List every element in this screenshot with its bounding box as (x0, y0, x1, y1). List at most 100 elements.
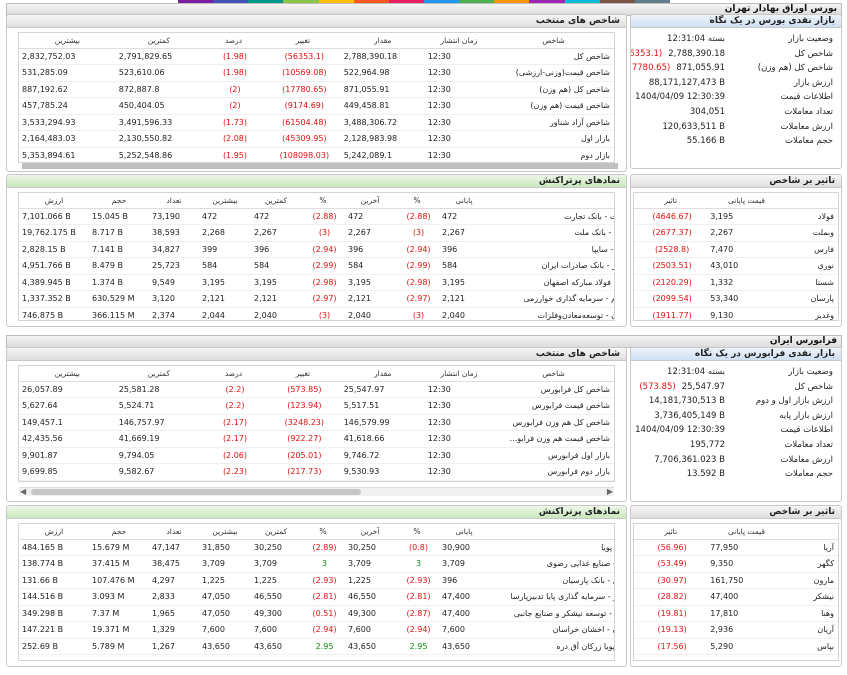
table-cell: (205.01) (265, 447, 341, 464)
table-cell: (2) (201, 97, 265, 115)
table-cell: 3,488,306.72 (340, 114, 425, 131)
column-header: کمترین (251, 193, 301, 209)
table-cell: 523,610.06 (115, 64, 202, 82)
snapshot-change: (56353.1) (630, 48, 663, 59)
table-cell: 4,951.766 B (19, 257, 89, 275)
table-row: وپارس - بانک پارسیان396(2.93)1,225(2.93)… (19, 572, 614, 589)
table-row: بازار دوم 12:30 5,242,089.1 (108098.03) (1.9… (19, 147, 614, 162)
snapshot-label: ارزش بازار پایه (779, 410, 833, 421)
table-cell: 2,040 (439, 307, 489, 320)
table-cell: (30.97) (634, 572, 708, 589)
column-header: آخرین (345, 193, 395, 209)
snapshot-number: 1404/04/09 12:30:39 (635, 425, 725, 436)
header-row: پایانی% آخرین% کمترین بیشترین تعداد حجم ارزش (19, 193, 614, 209)
table-cell: 2,130,550.82 (115, 130, 202, 148)
indices-table: شاخص زمان انتشار مقدار تغییر درصد کمترین بیشتر… (19, 366, 614, 481)
table-cell: وبملت (785, 224, 838, 242)
table-cell: (2.94) (395, 621, 439, 639)
snapshot-row: اطلاعات قیمت 1404/04/09 12:30:39 (631, 423, 833, 438)
table-cell: بپاس (785, 638, 838, 655)
table-cell: 5,524.71 (115, 397, 202, 415)
table-cell: شستا (785, 274, 838, 291)
table-cell: (1.98) (201, 48, 265, 65)
table-cell: کگهر (785, 555, 838, 573)
table-cell: 30,250 (251, 539, 301, 556)
table-cell: 7,600 (439, 621, 489, 639)
table-cell: (123.94) (265, 397, 341, 415)
impact-table: قیمت پایانی تاثیر آریا 77,950 (56.96) کگهر 9,3… (634, 524, 838, 655)
column-header: درصد (201, 366, 265, 382)
table-cell: آریا (785, 539, 838, 556)
table-cell: 5,242,089.1 (340, 147, 425, 162)
table-cell: 4,389.945 B (19, 274, 89, 291)
table-cell: 46,550 (345, 588, 395, 606)
horizontal-scrollbar[interactable]: ◀ ▶ (19, 487, 614, 496)
table-cell: 2.95 (395, 638, 439, 655)
table-cell: 472 (199, 208, 251, 225)
table-cell: 25,723 (149, 257, 199, 275)
table-cell: 7,600 (345, 621, 395, 639)
scroll-right-arrow-icon[interactable]: ▶ (606, 487, 613, 496)
table-row: فارس 7,470 (2528.8) (634, 241, 838, 258)
snapshot-row: حجم معاملات 13.592 B (631, 467, 833, 482)
snapshot-number: 55.166 B (686, 136, 725, 147)
table-cell: (2.94) (301, 621, 345, 639)
snapshot-label: اطلاعات قیمت (780, 425, 833, 436)
panel-title: تاثیر بر شاخص (631, 506, 841, 519)
table-row: شاخص قیمت هم وزن فرابو... 12:30 41,618.66(… (19, 430, 614, 448)
table-cell: 396 (439, 241, 489, 258)
snapshot-value: بسته 12:31:04 (631, 32, 725, 47)
table-cell: 3,120 (149, 290, 199, 308)
table-cell: 17,810 (707, 605, 786, 622)
snapshot-value: 304,051 (631, 105, 725, 120)
table-cell: 7,600 (251, 621, 301, 639)
table-cell: 2,268 (199, 224, 251, 242)
table-cell: 3,195 (199, 274, 251, 291)
column-header: قیمت پایانی (707, 524, 786, 540)
snapshot-label: وضعیت بازار (788, 367, 833, 377)
column-header: تعداد (149, 193, 199, 209)
table-cell: 38,593 (149, 224, 199, 242)
column-header: زمان انتشار (424, 33, 494, 49)
tehran-impact-panel: تاثیر بر شاخص قیمت پایانی تاثیر فولاد 3,195… (630, 174, 842, 327)
snapshot-row: تعداد معاملات 195,772 (631, 438, 833, 453)
table-cell: نوری (785, 257, 838, 275)
column-header: تغییر (265, 366, 341, 382)
table-row: رپویا - پویا30,900(0.8)30,250(2.89)30,25… (19, 539, 614, 556)
table-cell: 2,267 (251, 224, 301, 242)
table-cell: وغدیر (785, 307, 838, 320)
horizontal-scrollbar[interactable] (22, 163, 618, 169)
table-cell: 1,332 (707, 274, 786, 291)
column-header: % (395, 524, 439, 540)
table-row: خساپا - سایپا396(2.94)396(2.94)39639934,… (19, 241, 614, 258)
table-cell: 77,950 (707, 539, 786, 556)
column-header: تاثیر (634, 524, 708, 540)
table-cell: (0.51) (301, 605, 345, 622)
header-row: پایانی% آخرین% کمترین بیشترین تعداد حجم ارزش (19, 524, 614, 540)
table-cell: (2.2) (201, 381, 265, 398)
table-cell: 746.875 B (19, 307, 89, 320)
column-header: مقدار (340, 366, 425, 382)
snapshot-number: 88,171,127,473 B (648, 77, 725, 88)
table-cell: 47,050 (199, 588, 251, 606)
table-cell: 26,057.89 (19, 381, 116, 398)
table-cell: 107.476 M (89, 572, 149, 589)
scroll-left-arrow-icon[interactable]: ◀ (20, 487, 27, 496)
table-cell: 15.679 M (89, 539, 149, 556)
column-header: بیشترین (19, 33, 116, 49)
column-header: درصد (201, 33, 265, 49)
table-cell: 584 (345, 257, 395, 275)
table-cell: (2.99) (395, 257, 439, 275)
column-header: قیمت پایانی (707, 193, 786, 209)
scroll-thumb[interactable] (31, 489, 361, 495)
table-cell: (2) (201, 81, 265, 98)
panel-title: تاثیر بر شاخص (631, 175, 841, 188)
table-cell: 144.516 B (19, 588, 89, 606)
panel-title: نمادهای پرتراکنش (7, 175, 626, 188)
snapshot-label: ارزش بازار اول و دوم (755, 396, 833, 407)
table-row: آریا 77,950 (56.96) (634, 539, 838, 556)
strip-segment (318, 0, 354, 3)
table-cell: 12:30 (424, 147, 494, 162)
table-cell: 53,340 (707, 290, 786, 308)
column-header (785, 193, 838, 209)
